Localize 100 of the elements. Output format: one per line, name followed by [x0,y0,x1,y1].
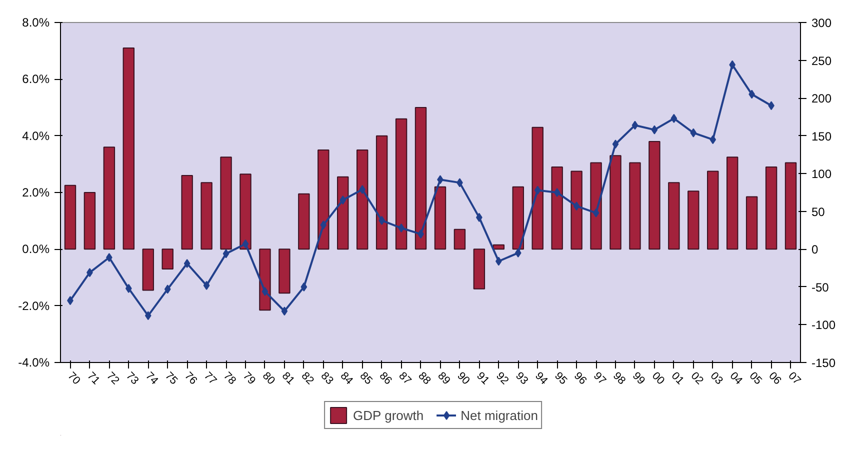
bar [434,186,446,250]
bar [395,118,408,250]
point [710,135,716,144]
bar [765,166,778,250]
x-tick-label: 01 [668,370,686,388]
bar [122,48,135,250]
x-tick-label: 94 [532,370,550,388]
y-tick-label: 8.0% [22,16,50,30]
point [632,120,638,130]
point [242,239,249,248]
point [300,282,308,292]
y2-tick-label: 0 [812,242,818,257]
bar [590,162,602,250]
x-tick-label: 87 [396,370,414,388]
bar [668,182,680,250]
bar [512,186,524,250]
x-tick-label: 95 [552,370,570,388]
x-tick-label: 97 [591,370,608,388]
bar [784,162,797,250]
point [729,60,736,70]
x-tick-label: 75 [162,370,180,388]
bar [473,248,486,290]
y2-tick-label: -150 [812,356,836,370]
bar [532,126,544,250]
point [184,259,190,268]
bar [570,170,582,250]
bar [240,174,252,250]
point [592,208,600,218]
point [203,280,210,290]
point [514,248,522,258]
x-tick-label: 02 [688,370,706,388]
x-tick-label: 81 [279,370,297,388]
x-tick-label: 96 [572,370,589,388]
y-tick-label: -2.0% [18,298,50,313]
bar [610,155,622,250]
bar [551,166,563,250]
x-tick-label: 77 [202,370,219,388]
bar [337,176,349,250]
x-tick-label: 79 [240,370,258,388]
x-tick-label: 99 [630,370,648,388]
x-tick-label: 92 [494,370,511,388]
point [222,249,230,258]
bar [103,146,116,250]
x-tick-label: 00 [649,370,667,388]
point [281,306,288,316]
y2-tick-label: 300 [812,16,832,30]
bar [356,150,368,250]
bar [220,156,232,250]
point [125,284,132,293]
bar [142,248,154,291]
x-tick-label: 07 [786,370,803,388]
point [495,256,502,266]
bar [492,244,505,250]
y2-tick-label: 100 [812,167,832,182]
x-tick-label: 04 [727,370,744,388]
bar [688,190,700,250]
y-tick-label: -4.0% [18,356,50,370]
y2-tick-label: 200 [812,92,832,106]
x-tick-label: 88 [416,370,433,388]
x-tick-label: 80 [260,370,278,388]
legend-label: Net migration [460,408,538,422]
bar [648,141,660,250]
point [612,140,619,149]
x-tick-label: 05 [746,370,764,388]
y2-tick-label: -100 [812,318,836,332]
y-tick-label: 6.0% [22,72,50,86]
bar [298,193,310,250]
bar [454,228,466,250]
x-tick-label: 73 [124,370,141,388]
point [340,196,346,205]
y2-tick-label: 150 [812,129,832,144]
x-tick-label: 85 [357,370,374,388]
bar [162,248,174,270]
x-tick-label: 74 [143,370,160,388]
x-tick-label: 71 [84,370,102,388]
y-tick-label: 0.0% [22,242,50,256]
x-tick-label: 83 [318,370,336,388]
bar [278,248,290,294]
x-tick-label: 82 [298,370,316,388]
x-tick-label: 98 [610,370,628,388]
x-tick-label: 84 [338,370,355,388]
x-tick-label: 93 [513,370,530,388]
point [573,202,580,211]
bar [84,192,96,250]
bar [64,184,76,250]
point [144,311,152,320]
y2-tick-label: -50 [812,280,830,294]
y-tick-label: 4.0% [22,128,50,143]
x-tick-label: 76 [182,370,200,388]
point [690,128,697,138]
point [320,220,327,230]
bar [414,107,427,250]
x-tick-label: 86 [376,370,394,388]
y2-tick-label: 50 [812,204,826,219]
bar [629,162,641,250]
y2-tick-label: 250 [812,54,832,68]
x-tick-label: 78 [221,370,238,388]
legend-label: GDP growth [353,408,424,422]
bar [318,150,330,250]
y-tick-label: 2.0% [22,186,50,200]
